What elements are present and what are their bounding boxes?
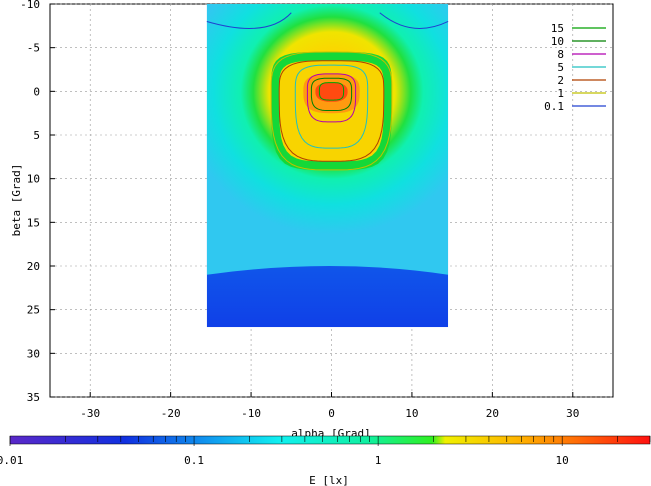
x-tick-label: 20 [486,407,499,420]
x-tick-label: 0 [328,407,335,420]
y-axis-label: beta [Grad] [10,164,23,237]
x-tick-label: -30 [80,407,100,420]
contour-line-1 [270,51,393,171]
contour-line-5 [294,64,369,149]
contour-line-0-1 [206,12,449,29]
heatmap [206,4,449,328]
legend-label: 15 [551,22,564,35]
colorbar: 0.01 0.1 1 10 E [lx] [0,435,651,486]
y-tick-label: -10 [20,0,40,11]
legend-label: 0.1 [544,100,564,113]
y-tick-label: 35 [27,391,40,404]
y-tick-label: 20 [27,260,40,273]
contour-line-15 [318,82,345,101]
x-tick-label: 30 [566,407,579,420]
colorbar-tick-label: 10 [556,454,569,467]
y-tick-label: 30 [27,347,40,360]
x-tick-label: -10 [241,407,261,420]
y-tick-label: -5 [27,42,40,55]
legend-label: 1 [557,87,564,100]
legend-label: 5 [557,61,564,74]
x-tick-label: 10 [405,407,418,420]
contour-line-2 [278,60,385,162]
colorbar-label: E [lx] [309,474,349,486]
contour-line-8 [306,73,357,123]
colorbar-ticks: 0.01 0.1 1 10 [0,436,651,467]
y-tick-label: 0 [33,85,40,98]
x-tick-label: -20 [161,407,181,420]
y-tick-label: 25 [27,304,40,317]
legend-label: 2 [557,74,564,87]
y-axis-ticks: -10 -5 0 5 10 15 20 25 30 35 [20,0,55,404]
y-tick-label: 5 [33,129,40,142]
heatmap-red-core [315,82,348,102]
legend-label: 10 [551,35,564,48]
x-axis-ticks: -30 -20 -10 0 10 20 30 [80,392,579,420]
colorbar-tick-label: 1 [375,454,382,467]
y-tick-label: 10 [27,173,40,186]
colorbar-tick-label: 0.1 [184,454,204,467]
y-tick-label: 15 [27,216,40,229]
colorbar-tick-label: 0.01 [0,454,23,467]
contours [206,12,449,171]
contour-line-10 [310,77,353,111]
legend-label: 8 [557,48,564,61]
